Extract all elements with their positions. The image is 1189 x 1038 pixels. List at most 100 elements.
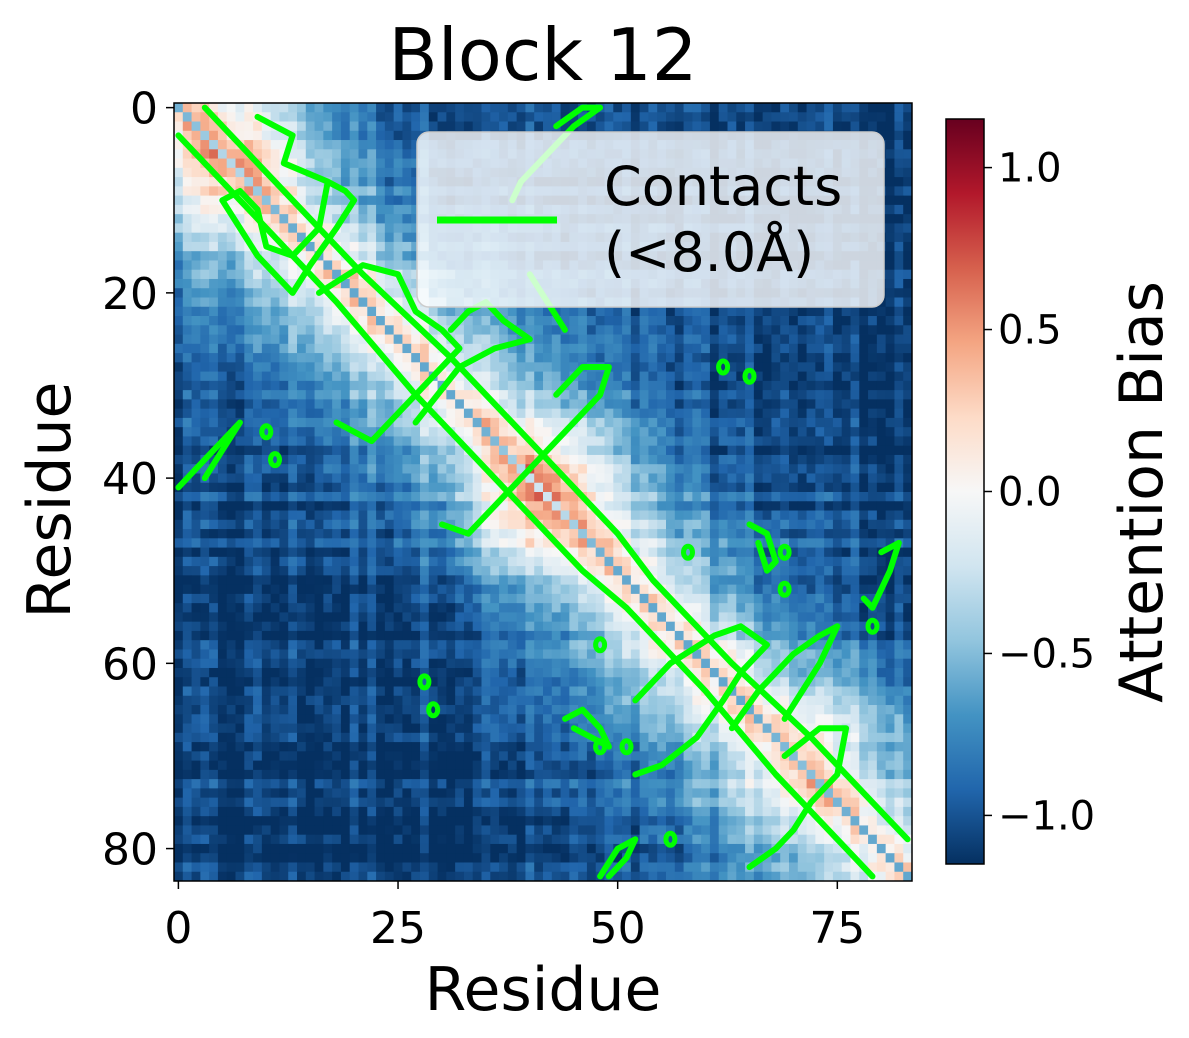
heatmap-cell [903, 121, 913, 132]
heatmap-cell [261, 621, 272, 632]
heatmap-cell [402, 177, 412, 187]
heatmap-cell [586, 492, 597, 502]
heatmap-cell [797, 445, 807, 456]
heatmap-cell [692, 390, 702, 400]
heatmap-cell [560, 445, 570, 456]
heatmap-cell [332, 510, 342, 521]
heatmap-cell [455, 112, 465, 122]
heatmap-cell [279, 343, 289, 354]
heatmap-cell [358, 556, 368, 567]
heatmap-cell [463, 473, 474, 484]
heatmap-cell [657, 436, 667, 447]
heatmap-cell [358, 454, 368, 465]
heatmap-cell [358, 214, 368, 224]
heatmap-cell [332, 473, 342, 484]
heatmap-cell [191, 223, 201, 234]
heatmap-cell [261, 649, 272, 660]
heatmap-cell [270, 510, 280, 521]
heatmap-cell [358, 316, 368, 326]
heatmap-cell [727, 445, 737, 456]
heatmap-cell [182, 269, 192, 280]
heatmap-cell [261, 584, 272, 595]
heatmap-cell [393, 149, 403, 159]
heatmap-cell [753, 325, 764, 335]
heatmap-cell [894, 427, 904, 437]
heatmap-cell [507, 649, 518, 660]
heatmap-cell [639, 529, 649, 539]
heatmap-cell [200, 492, 210, 502]
heatmap-cell [604, 445, 614, 456]
heatmap-cell [253, 519, 263, 530]
heatmap-cell [472, 482, 482, 493]
heatmap-cell [806, 112, 816, 122]
heatmap-cell [323, 492, 333, 502]
heatmap-cell [235, 362, 245, 372]
heatmap-cell [217, 316, 228, 326]
heatmap-cell [490, 436, 500, 447]
heatmap-cell [885, 380, 895, 391]
heatmap-cell [490, 640, 500, 650]
heatmap-cell [560, 584, 570, 595]
heatmap-cell [832, 538, 843, 548]
heatmap-cell [209, 408, 219, 419]
heatmap-cell [534, 112, 544, 122]
heatmap-cell [578, 436, 588, 447]
heatmap-cell [604, 529, 614, 539]
heatmap-cell [384, 195, 395, 206]
heatmap-cell [340, 482, 351, 493]
heatmap-cell [876, 556, 887, 567]
heatmap-cell [666, 612, 676, 623]
heatmap-cell [569, 464, 579, 474]
heatmap-cell [235, 297, 245, 308]
heatmap-cell [630, 492, 641, 502]
heatmap-cell [455, 371, 465, 382]
heatmap-cell [200, 195, 210, 206]
heatmap-cell [226, 547, 236, 558]
heatmap-cell [297, 343, 307, 354]
heatmap-cell [604, 575, 614, 586]
heatmap-cell [200, 584, 210, 595]
heatmap-cell [789, 612, 799, 623]
heatmap-cell [692, 473, 702, 484]
heatmap-cell [314, 556, 324, 567]
heatmap-cell [815, 334, 825, 345]
heatmap-cell [762, 417, 772, 428]
heatmap-cell [463, 575, 474, 586]
heatmap-cell [551, 362, 561, 372]
heatmap-cell [182, 501, 192, 511]
heatmap-cell [358, 538, 368, 548]
heatmap-cell [191, 112, 201, 122]
heatmap-cell [490, 371, 500, 382]
heatmap-cell [859, 621, 869, 632]
heatmap-cell [578, 575, 588, 586]
heatmap-cell [288, 630, 298, 641]
heatmap-cell [534, 547, 544, 558]
heatmap-cell [736, 473, 746, 484]
heatmap-cell [639, 556, 649, 567]
heatmap-cell [868, 427, 878, 437]
heatmap-cell [657, 566, 667, 576]
heatmap-cell [692, 603, 702, 613]
heatmap-cell [824, 464, 834, 474]
heatmap-cell [885, 417, 895, 428]
heatmap-cell [305, 158, 315, 169]
heatmap-cell [639, 473, 649, 484]
heatmap-cell [841, 566, 851, 576]
heatmap-cell [613, 575, 623, 586]
heatmap-cell [859, 566, 869, 576]
heatmap-cell [815, 103, 825, 113]
heatmap-cell [894, 214, 904, 224]
heatmap-cell [595, 427, 605, 437]
heatmap-cell [604, 454, 614, 465]
heatmap-cell [903, 167, 913, 178]
heatmap-cell [709, 492, 720, 502]
heatmap-cell [666, 325, 676, 335]
heatmap-cell [780, 121, 790, 132]
heatmap-cell [446, 593, 456, 604]
heatmap-cell [340, 149, 351, 159]
heatmap-cell [771, 510, 781, 521]
heatmap-cell [323, 408, 333, 419]
heatmap-cell [314, 510, 324, 521]
heatmap-cell [182, 232, 192, 243]
heatmap-cell [753, 121, 764, 132]
